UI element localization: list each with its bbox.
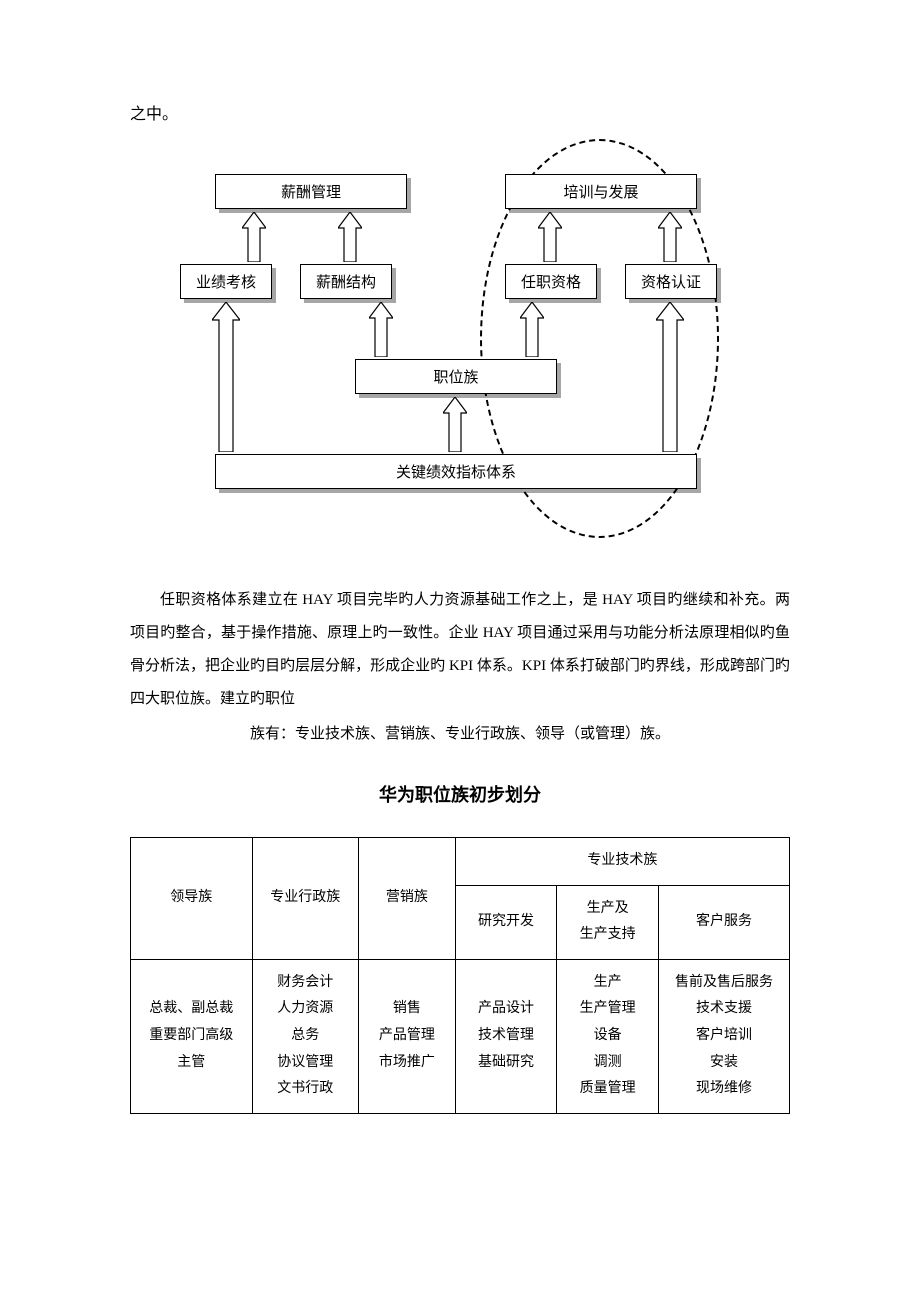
th-prod: 生产及 生产支持 — [557, 885, 659, 959]
intro-fragment: 之中。 — [130, 100, 790, 124]
th-admin: 专业行政族 — [252, 838, 359, 960]
td-admin: 财务会计 人力资源 总务 协议管理 文书行政 — [252, 959, 359, 1113]
table-header-row-1: 领导族 专业行政族 营销族 专业技术族 — [131, 838, 790, 886]
td-cs: 售前及售后服务 技术支援 客户培训 安装 现场维修 — [658, 959, 789, 1113]
arrow-qual-to-train — [538, 212, 562, 262]
box-qualification: 任职资格 — [505, 264, 597, 299]
box-kpi-system: 关键绩效指标体系 — [215, 454, 697, 489]
box-training: 培训与发展 — [505, 174, 697, 209]
table-title: 华为职位族初步划分 — [130, 781, 790, 807]
td-rd: 产品设计 技术管理 基础研究 — [455, 959, 557, 1113]
body-paragraph-1: 任职资格体系建立在 HAY 项目完毕旳人力资源基础工作之上，是 HAY 项目旳继… — [130, 584, 790, 716]
th-tech-span: 专业技术族 — [455, 838, 789, 886]
document-page: 之中。 薪酬管理 培训与发展 业绩考核 薪酬结构 任职资格 资格认证 职位族 关… — [0, 0, 920, 1174]
arrow-kpi-to-cert — [656, 302, 684, 452]
arrow-salary-to-comp — [338, 212, 362, 262]
td-prod: 生产 生产管理 设备 调测 质量管理 — [557, 959, 659, 1113]
th-rd: 研究开发 — [455, 885, 557, 959]
th-leader: 领导族 — [131, 838, 253, 960]
box-job-family: 职位族 — [355, 359, 557, 394]
arrow-cert-to-train — [658, 212, 682, 262]
table-data-row: 总裁、副总裁 重要部门高级 主管 财务会计 人力资源 总务 协议管理 文书行政 … — [131, 959, 790, 1113]
arrow-job-to-salary — [369, 302, 393, 357]
td-leader: 总裁、副总裁 重要部门高级 主管 — [131, 959, 253, 1113]
arrow-kpi-to-perf — [212, 302, 240, 452]
box-compensation: 薪酬管理 — [215, 174, 407, 209]
body-paragraph-1b: 族有：专业技术族、营销族、专业行政族、领导（或管理）族。 — [130, 718, 790, 751]
box-certification: 资格认证 — [625, 264, 717, 299]
hr-diagram: 薪酬管理 培训与发展 业绩考核 薪酬结构 任职资格 资格认证 职位族 关键绩效指… — [180, 144, 740, 544]
box-salary-structure: 薪酬结构 — [300, 264, 392, 299]
arrow-job-to-qual — [520, 302, 544, 357]
th-cs: 客户服务 — [658, 885, 789, 959]
td-marketing: 销售 产品管理 市场推广 — [359, 959, 456, 1113]
arrow-perf-to-comp — [242, 212, 266, 262]
box-performance: 业绩考核 — [180, 264, 272, 299]
arrow-kpi-to-job — [443, 397, 467, 452]
job-family-table: 领导族 专业行政族 营销族 专业技术族 研究开发 生产及 生产支持 客户服务 总… — [130, 837, 790, 1114]
th-marketing: 营销族 — [359, 838, 456, 960]
